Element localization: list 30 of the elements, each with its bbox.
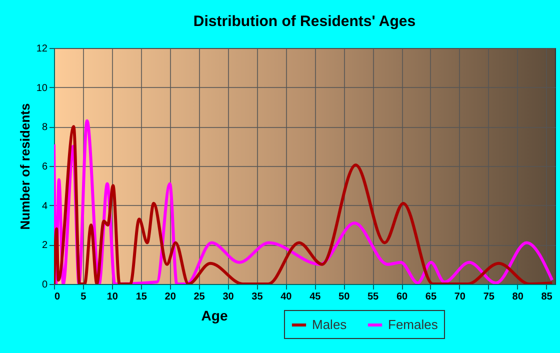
- legend-label: Males: [312, 317, 348, 332]
- y-tick-label: 0: [42, 280, 48, 290]
- x-axis-title: Age: [201, 308, 228, 324]
- legend-label: Females: [388, 317, 438, 332]
- x-tick-label: 75: [483, 292, 495, 302]
- x-tick-label: 40: [280, 292, 292, 302]
- x-tick-label: 60: [396, 292, 408, 302]
- x-tick-label: 80: [512, 292, 524, 302]
- x-tick-label: 45: [310, 292, 322, 302]
- y-tick-label: 8: [42, 122, 48, 134]
- x-tick-label: 15: [136, 292, 148, 302]
- x-tick-label: 10: [106, 292, 118, 302]
- chart-title: Distribution of Residents' Ages: [193, 13, 416, 30]
- x-tick-label: 5: [80, 292, 87, 302]
- x-tick-label: 65: [425, 292, 437, 302]
- y-axis-title: Number of residents: [17, 103, 32, 230]
- x-tick-label: 55: [367, 292, 380, 302]
- y-tick-label: 4: [42, 200, 48, 212]
- y-tick-label: 6: [42, 162, 48, 172]
- x-tick-label: 50: [338, 292, 350, 302]
- x-tick-label: 30: [222, 292, 234, 302]
- y-tick-label: 2: [42, 240, 48, 252]
- x-tick-label: 35: [252, 292, 264, 302]
- x-tick-label: 20: [164, 292, 176, 302]
- x-tick-label: 70: [454, 292, 466, 302]
- y-tick-label: 12: [36, 44, 48, 54]
- x-tick-label: 25: [194, 292, 206, 302]
- y-tick-label: 10: [36, 82, 48, 94]
- x-tick-label: 85: [541, 292, 553, 302]
- x-tick-label: 0: [54, 292, 60, 302]
